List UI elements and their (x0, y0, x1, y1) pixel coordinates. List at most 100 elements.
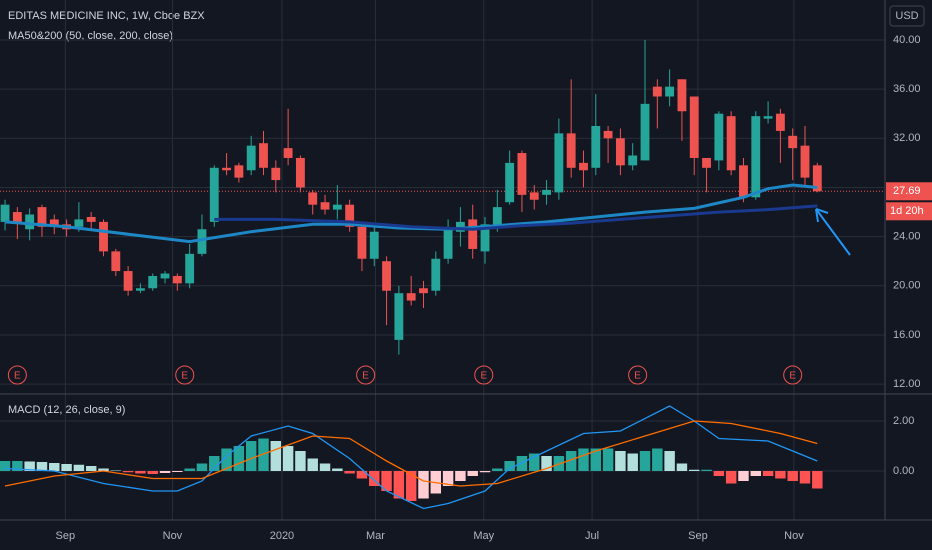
y-tick-label: 0.00 (893, 465, 914, 477)
last-price-box (886, 182, 932, 201)
candle-body (739, 165, 748, 198)
macd-bar (799, 471, 811, 484)
candle-body (443, 229, 453, 259)
macd-bar (455, 471, 466, 481)
macd-bar (209, 456, 220, 471)
macd-bar (479, 471, 491, 473)
macd-title: MACD (12, 26, close, 9) (8, 404, 125, 416)
candle-body (271, 167, 281, 181)
line-series (214, 204, 818, 231)
macd-bar (147, 471, 158, 474)
macd-bar (282, 446, 294, 471)
candle-body (579, 162, 588, 171)
candle-body (406, 293, 416, 301)
candle-body (529, 192, 539, 200)
macd-bar (369, 471, 380, 486)
candle-body (394, 293, 404, 340)
x-tick-label: Nov (163, 530, 183, 542)
candle-body (308, 192, 318, 205)
candle-body (209, 167, 219, 222)
event-label: E (181, 371, 188, 382)
event-marker (474, 365, 494, 385)
y-tick-label: 20.00 (893, 280, 921, 292)
candle-body (800, 145, 810, 178)
macd-bar (578, 448, 589, 471)
macd-bar (73, 464, 85, 471)
candle-body (369, 231, 379, 259)
candle-body (74, 219, 84, 227)
candle-body (517, 153, 527, 195)
macd-bar (504, 461, 515, 471)
macd-bar (516, 456, 528, 471)
candle-body (455, 221, 465, 232)
candle-body (812, 165, 822, 192)
candle-body (505, 162, 515, 203)
macd-bar (24, 461, 35, 471)
candle-body (689, 96, 699, 158)
macd-bar (356, 471, 368, 479)
macd-bar (0, 461, 11, 471)
macd-bar (85, 466, 97, 471)
macd-bar (676, 463, 688, 471)
x-tick-label: Sep (56, 530, 76, 542)
macd-bar (270, 441, 282, 471)
x-tick-label: Mar (366, 530, 385, 542)
candle-body (726, 116, 736, 171)
candle-body (86, 216, 96, 222)
candle-body (591, 126, 601, 168)
x-tick-label: 2020 (270, 530, 294, 542)
grid (0, 0, 885, 520)
candle-body (345, 204, 355, 227)
x-tick-label: Sep (688, 530, 708, 542)
macd-bar (98, 468, 109, 471)
macd-bar (135, 471, 146, 474)
event-label: E (362, 371, 369, 382)
macd-bar (750, 471, 762, 476)
macd-bar (418, 471, 429, 499)
line-series (4, 183, 818, 244)
macd-bar (184, 468, 195, 471)
candle-body (665, 86, 675, 97)
macd-bar (738, 471, 749, 481)
macd-bar (344, 471, 355, 474)
event-label: E (14, 371, 21, 382)
macd-bar (159, 471, 171, 473)
last-price-label: 27.69 (893, 185, 921, 197)
macd-bar (725, 471, 737, 484)
y-tick-label: 40.00 (893, 34, 921, 46)
candle-body (566, 133, 576, 168)
x-tick-label: May (473, 530, 494, 542)
candle-body (320, 202, 330, 210)
candle-body (788, 135, 798, 149)
macd-bar (664, 451, 675, 471)
candle-body (0, 204, 10, 222)
macd-bar (602, 448, 614, 471)
macd-bar (652, 448, 663, 471)
macd-bar (393, 471, 405, 499)
candle-body (295, 157, 305, 188)
candle-body (160, 273, 170, 279)
y-tick-label: 32.00 (893, 132, 921, 144)
candle-body (468, 219, 478, 249)
candle-body (49, 219, 59, 227)
event-marker (783, 365, 803, 385)
macd-bar (701, 469, 712, 471)
macd-bar (49, 463, 60, 471)
macd-bar (689, 469, 700, 471)
macd-bar (295, 451, 306, 471)
candle-body (702, 157, 711, 168)
candle-body (222, 167, 232, 171)
event-marker (175, 365, 195, 385)
macd-bar (110, 470, 122, 471)
candle-body (775, 113, 785, 131)
candle-body (12, 212, 22, 222)
candle-body (554, 133, 564, 193)
candle-body (751, 116, 761, 198)
candle-body (246, 145, 256, 171)
candle-body (492, 207, 502, 227)
event-marker (356, 365, 376, 385)
countdown-label: 1d 20h (890, 205, 924, 217)
macd-bar (36, 462, 48, 471)
chart-title: EDITAS MEDICINE INC, 1W, Cboe BZX (8, 10, 205, 22)
macd-bar (442, 471, 454, 486)
